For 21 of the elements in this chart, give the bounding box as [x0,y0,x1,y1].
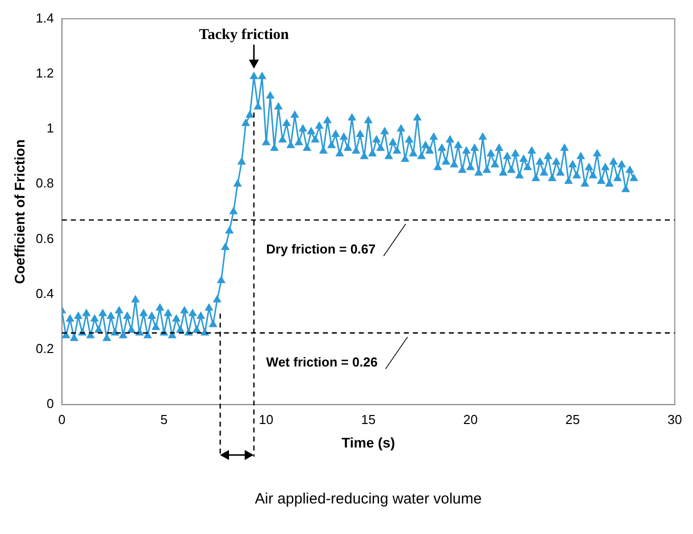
x-tick-label: 0 [58,412,66,427]
x-tick-label: 25 [565,412,580,427]
y-tick-label: 0.8 [36,176,54,191]
y-tick-label: 0 [46,396,54,412]
y-tick-label: 1 [46,120,54,136]
x-tick-label: 5 [160,412,168,427]
x-tick-label: 10 [258,412,274,427]
y-tick-label: 0.6 [36,230,54,246]
x-tick-label: 15 [361,412,376,427]
y-tick-label: 1.2 [36,65,54,80]
text: Air applied-reducing water volume [254,490,482,508]
x-tick-label: 30 [668,412,682,427]
y-tick-label: 1.4 [36,10,54,26]
y-tick-label: 0.4 [36,286,54,301]
ref-line-label: Dry friction = 0.67 [266,242,376,257]
ref-line-label: Wet friction = 0.26 [266,354,378,370]
y-tick-label: 0.2 [36,341,54,356]
x-tick-label: 20 [463,412,478,427]
x-axis-title: Time (s) [342,434,396,450]
annotation: Tacky friction [198,27,290,44]
y-axis-title: Coefficient of Friction [11,139,28,284]
